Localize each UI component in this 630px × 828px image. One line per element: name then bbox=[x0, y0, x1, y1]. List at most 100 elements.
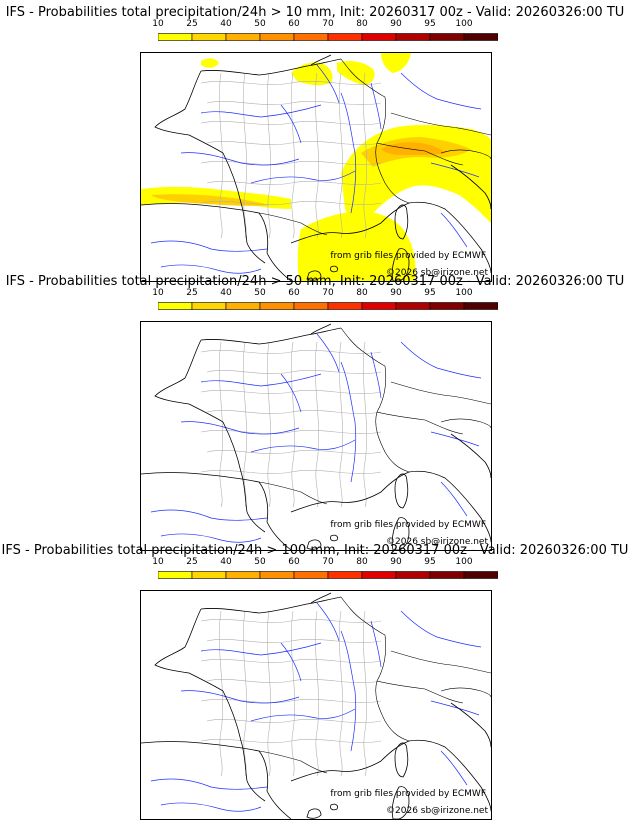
coastline bbox=[310, 592, 332, 604]
colorbar-swatch bbox=[361, 571, 397, 579]
admin-border bbox=[206, 638, 382, 644]
colorbar-tick-label: 80 bbox=[356, 557, 368, 567]
admin-border bbox=[200, 738, 382, 744]
island-coastline bbox=[330, 265, 338, 273]
colorbar-tick-label: 100 bbox=[455, 19, 473, 29]
colorbar-swatch bbox=[395, 302, 431, 310]
source-credit: from grib files provided by ECMWF bbox=[330, 251, 486, 261]
map-drawing bbox=[141, 591, 491, 819]
river bbox=[340, 630, 357, 752]
river bbox=[370, 351, 382, 399]
coastline bbox=[266, 521, 292, 550]
coastline bbox=[141, 203, 269, 254]
coastline bbox=[408, 201, 491, 274]
colorbar-tick-label: 70 bbox=[322, 19, 334, 29]
coastline bbox=[290, 471, 410, 513]
colorbar-tick-label: 90 bbox=[390, 557, 402, 567]
island-coastline bbox=[391, 517, 410, 550]
admin-border bbox=[206, 369, 382, 375]
colorbar-tick-label: 90 bbox=[390, 19, 402, 29]
map-drawing bbox=[141, 53, 491, 281]
colorbar-swatch bbox=[225, 571, 261, 579]
colorbar-tick-label: 10 bbox=[152, 288, 164, 298]
copyright-credit: ©2026 sb@irizone.net bbox=[386, 268, 488, 278]
colorbar-tick-label: 70 bbox=[322, 288, 334, 298]
admin-border bbox=[243, 610, 247, 777]
country-border bbox=[375, 96, 410, 204]
colorbar-swatch bbox=[463, 33, 499, 41]
colorbar-swatch bbox=[463, 302, 499, 310]
admin-border bbox=[200, 200, 382, 206]
colorbar-swatch bbox=[429, 302, 465, 310]
coastline bbox=[450, 164, 491, 210]
panel-title: IFS - Probabilities total precipitation/… bbox=[5, 274, 625, 289]
colorbar-swatch bbox=[191, 571, 227, 579]
river bbox=[200, 373, 322, 387]
river bbox=[200, 104, 322, 118]
island-coastline bbox=[391, 248, 410, 281]
admin-border bbox=[243, 72, 247, 239]
admin-border bbox=[200, 349, 382, 355]
country-border bbox=[440, 418, 491, 429]
admin-border bbox=[363, 610, 367, 777]
river bbox=[316, 64, 340, 104]
country-border bbox=[376, 411, 464, 435]
colorbar-swatch bbox=[429, 33, 465, 41]
coastline bbox=[222, 421, 266, 533]
precip-area-10-25 bbox=[201, 58, 219, 68]
colorbar-tick-labels: 10 25 40 50 60 70 80 90 95 100 bbox=[152, 557, 498, 569]
map-panel-50mm: IFS - Probabilities total precipitation/… bbox=[0, 274, 630, 551]
colorbar-tick-label: 80 bbox=[356, 19, 368, 29]
colorbar: 10 25 40 50 60 70 80 90 95 100 bbox=[152, 557, 499, 587]
admin-border bbox=[315, 341, 319, 508]
map-background bbox=[141, 591, 491, 819]
river bbox=[370, 620, 382, 668]
colorbar-tick-label: 50 bbox=[254, 19, 266, 29]
admin-border bbox=[206, 678, 382, 684]
admin-border bbox=[339, 610, 343, 777]
colorbar-swatch bbox=[259, 302, 295, 310]
colorbar-swatch bbox=[327, 571, 363, 579]
river bbox=[150, 778, 268, 790]
colorbar-tick-label: 60 bbox=[288, 19, 300, 29]
colorbar-tick-label: 95 bbox=[424, 557, 436, 567]
coastline bbox=[266, 252, 292, 281]
island-coastline bbox=[306, 539, 322, 550]
river bbox=[180, 690, 300, 704]
colorbar-swatch bbox=[157, 571, 193, 579]
admin-border bbox=[206, 140, 382, 146]
island-coastline bbox=[394, 742, 409, 778]
admin-border bbox=[363, 341, 367, 508]
admin-border bbox=[200, 120, 382, 126]
colorbar-tick-labels: 10 25 40 50 60 70 80 90 95 100 bbox=[152, 19, 498, 31]
admin-border bbox=[339, 341, 343, 508]
admin-border bbox=[206, 409, 382, 415]
map-panel-10mm: IFS - Probabilities total precipitation/… bbox=[0, 5, 630, 282]
river bbox=[340, 361, 357, 483]
coastline bbox=[290, 740, 410, 782]
colorbar-swatch bbox=[293, 571, 329, 579]
colorbar-swatch bbox=[327, 33, 363, 41]
river bbox=[200, 642, 322, 656]
coastline bbox=[310, 323, 332, 335]
map-background bbox=[141, 322, 491, 550]
country-border bbox=[390, 381, 491, 405]
admin-border bbox=[291, 72, 295, 239]
country-border bbox=[375, 365, 410, 473]
colorbar-swatch bbox=[225, 302, 261, 310]
admin-border bbox=[267, 610, 271, 777]
colorbar-tick-label: 100 bbox=[455, 288, 473, 298]
colorbar-tick-labels: 10 25 40 50 60 70 80 90 95 100 bbox=[152, 288, 498, 300]
map-background bbox=[141, 53, 491, 281]
river bbox=[400, 72, 482, 110]
map-area: from grib files provided by ECMWF ©2026 … bbox=[140, 321, 492, 551]
river bbox=[280, 104, 302, 144]
source-credit: from grib files provided by ECMWF bbox=[330, 520, 486, 530]
colorbar-tick-label: 100 bbox=[455, 557, 473, 567]
island-coastline bbox=[330, 803, 338, 811]
coastline bbox=[154, 608, 224, 692]
admin-border bbox=[200, 389, 382, 395]
colorbar-tick-label: 95 bbox=[424, 288, 436, 298]
coastline bbox=[200, 596, 342, 614]
river bbox=[180, 421, 300, 435]
